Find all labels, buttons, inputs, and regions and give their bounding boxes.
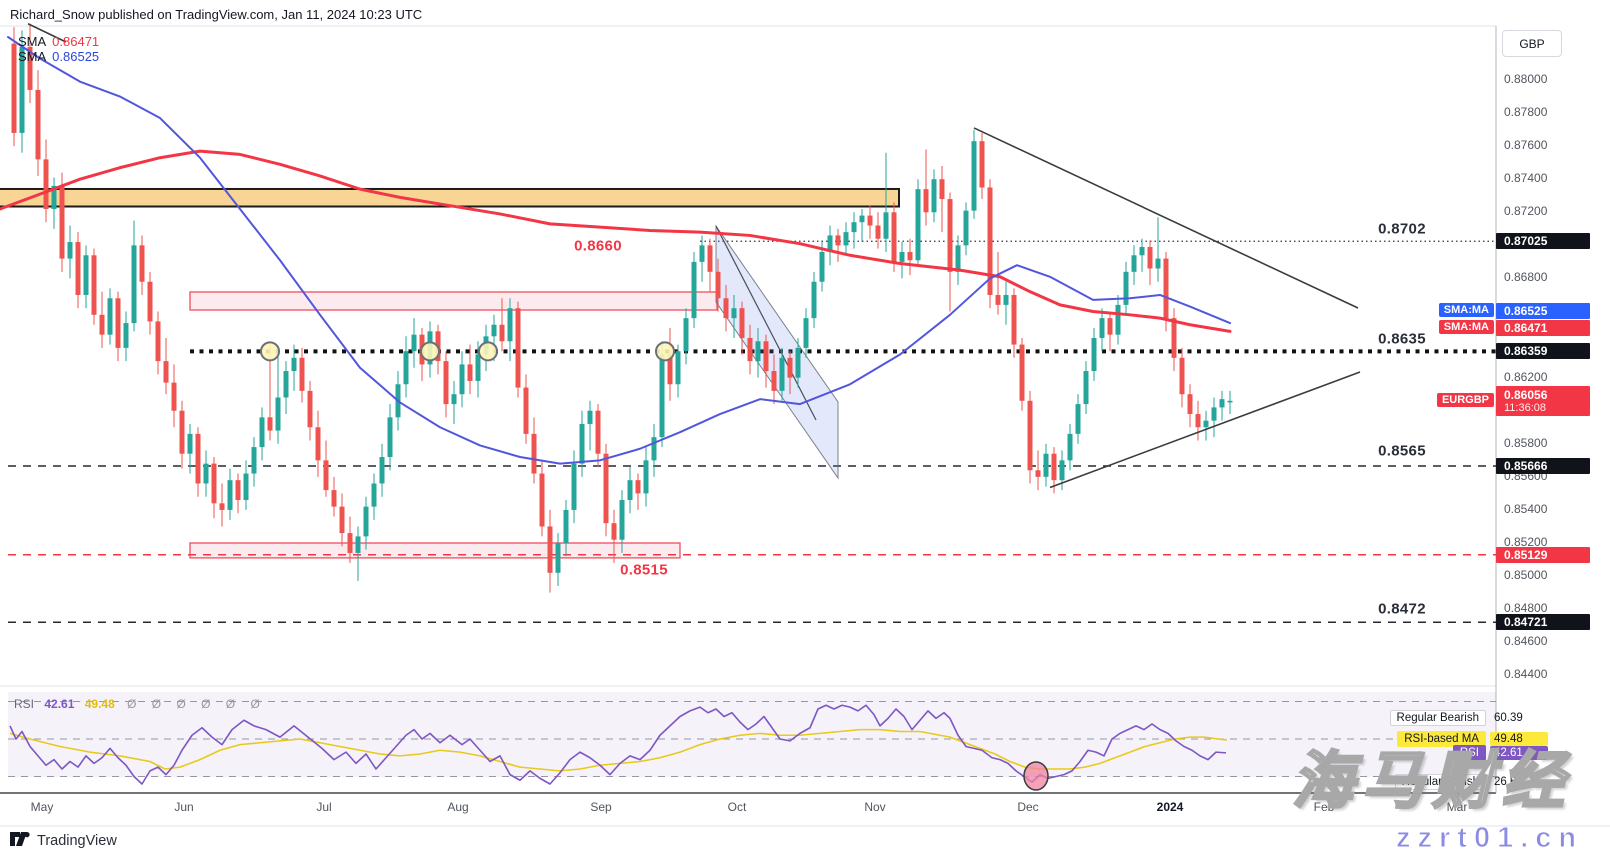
rsi-value: 42.61	[44, 697, 75, 711]
price-label-0.86359: 0.86359	[1496, 343, 1590, 360]
price-label-0.86056: 0.86056 11:36:08	[1496, 386, 1590, 417]
price-tick: 0.87200	[1504, 204, 1548, 219]
price-label-0.85129: 0.85129	[1496, 546, 1590, 563]
rsi-ma-value: 49.48	[84, 697, 115, 711]
sma-legend-label: SMA	[18, 49, 47, 64]
time-label-May[interactable]: May	[30, 800, 54, 814]
time-label-Dec[interactable]: Dec	[1017, 800, 1039, 814]
time-label-Nov[interactable]: Nov	[864, 800, 886, 814]
price-tick: 0.84800	[1504, 601, 1548, 616]
sma-legend-value: 0.86525	[52, 49, 100, 64]
price-tick: 0.84600	[1504, 634, 1548, 649]
price-tick: 0.85000	[1504, 568, 1548, 583]
annotation-0.8472: 0.8472	[1378, 600, 1426, 618]
rsi-label-regular-bullish: Regular Bullish 26.64	[1288, 774, 1548, 790]
price-label-0.84721: 0.84721	[1496, 614, 1590, 631]
price-label-0.85666: 0.85666	[1496, 457, 1590, 474]
price-tick: 0.88000	[1504, 72, 1548, 86]
time-label-Mar[interactable]: Mar	[1446, 800, 1468, 814]
rsi-indicator-legend[interactable]: RSI 42.61 49.48 Ø Ø Ø Ø Ø Ø	[14, 697, 266, 711]
price-tick: 0.86800	[1504, 270, 1548, 285]
price-tag-EURGBP: EURGBP	[1436, 393, 1494, 408]
currency-unit-button[interactable]: GBP	[1502, 30, 1562, 57]
annotation-0.8635: 0.8635	[1378, 330, 1426, 348]
time-label-Aug[interactable]: Aug	[447, 800, 469, 814]
sma-legend-1[interactable]: SMA 0.86471	[18, 34, 99, 49]
annotation-0.8565: 0.8565	[1378, 442, 1426, 460]
time-label-Jun[interactable]: Jun	[174, 800, 194, 814]
price-label-0.87025: 0.87025	[1496, 233, 1590, 250]
sma-legend-2[interactable]: SMA 0.86525	[18, 49, 99, 64]
time-label-Feb[interactable]: Feb	[1313, 800, 1335, 814]
watermark-chinese: 海马财经	[1291, 746, 1573, 818]
price-tick: 0.85800	[1504, 435, 1548, 450]
price-tick: 0.84400	[1504, 667, 1548, 682]
time-label-2024[interactable]: 2024	[1156, 800, 1184, 814]
rsi-hidden-values: Ø Ø Ø Ø Ø Ø	[127, 697, 266, 711]
rsi-label-regular-bearish: Regular Bearish 60.39	[1288, 710, 1548, 726]
sma-legend-value: 0.86471	[52, 34, 100, 49]
price-label-0.86525: 0.86525	[1496, 303, 1590, 319]
rsi-label-rsi: RSI 42.61	[1288, 745, 1548, 761]
price-label-0.86471: 0.86471	[1496, 320, 1590, 336]
price-tick: 0.87600	[1504, 138, 1548, 153]
time-label-Jul[interactable]: Jul	[316, 800, 332, 814]
annotation-0.8515: 0.8515	[620, 561, 668, 579]
price-tick: 0.87800	[1504, 105, 1548, 120]
tradingview-logo[interactable]: TradingView	[10, 832, 117, 850]
price-tick: 0.86200	[1504, 369, 1548, 384]
price-tick: 0.85400	[1504, 501, 1548, 516]
annotation-0.8660: 0.8660	[574, 237, 622, 255]
sma-legend-label: SMA	[18, 34, 47, 49]
publish-title: Richard_Snow published on TradingView.co…	[10, 7, 423, 22]
time-label-Oct[interactable]: Oct	[727, 800, 747, 814]
time-label-Sep[interactable]: Sep	[590, 800, 612, 814]
rsi-title: RSI	[14, 697, 35, 711]
tradingview-logo-text: TradingView	[37, 833, 117, 849]
annotation-0.8702: 0.8702	[1378, 220, 1426, 238]
price-tick: 0.85200	[1504, 535, 1548, 549]
watermark-url: zzrt01.cn	[1395, 822, 1584, 855]
tradingview-logo-icon	[10, 832, 30, 846]
price-tag-SMA:MA: SMA:MA	[1438, 320, 1494, 334]
price-tag-SMA:MA: SMA:MA	[1438, 303, 1494, 317]
rsi-label-rsi-based-ma: RSI-based MA 49.48	[1288, 731, 1548, 747]
price-tick: 0.87400	[1504, 171, 1548, 186]
